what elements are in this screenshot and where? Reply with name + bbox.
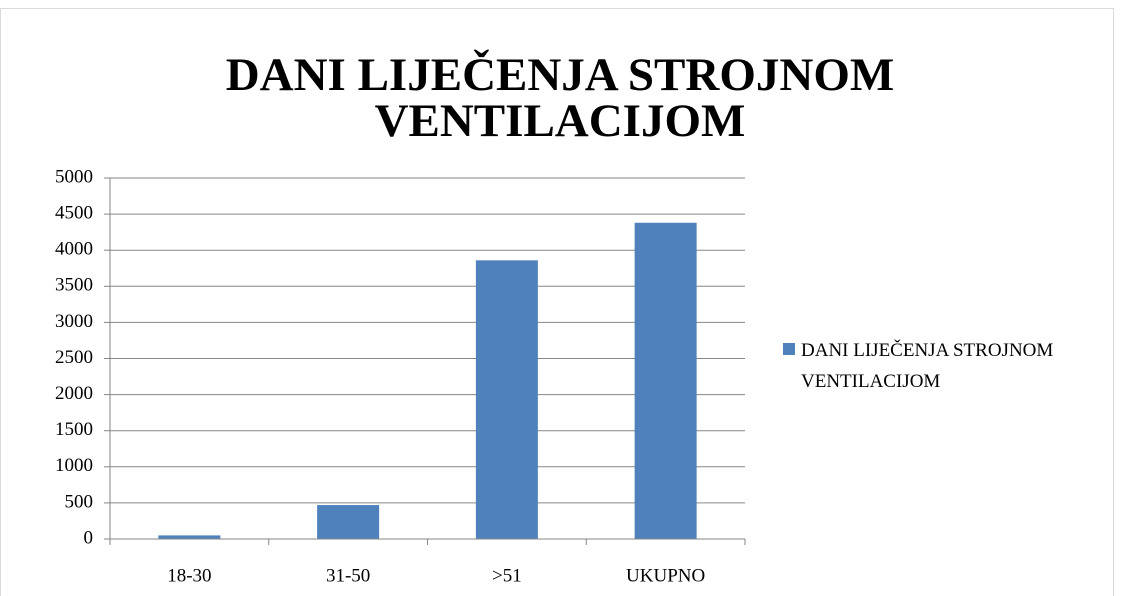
legend-swatch [783, 343, 795, 355]
chart-title: DANI LIJEČENJA STROJNOM VENTILACIJOM [225, 49, 895, 147]
y-tick-label: 2000 [55, 383, 93, 404]
bar [634, 222, 697, 539]
y-tick-label: 3000 [55, 311, 93, 332]
bar [475, 260, 538, 539]
bar [317, 505, 380, 539]
y-tick-label: 5000 [55, 166, 93, 187]
y-tick-label: 1000 [55, 455, 93, 476]
y-tick-label: 3500 [55, 275, 93, 296]
legend-label: DANI LIJEČENJA STROJNOM VENTILACIJOM [801, 340, 1054, 392]
y-tick-label: 0 [84, 527, 94, 548]
bar [158, 535, 221, 539]
chart-border [0, 8, 1114, 596]
y-tick-label: 4000 [55, 239, 93, 260]
x-tick-label: 31-50 [326, 565, 370, 586]
y-tick-label: 2500 [55, 347, 93, 368]
y-tick-label: 4500 [55, 202, 93, 223]
y-tick-label: 1500 [55, 419, 93, 440]
x-tick-label: 18-30 [167, 565, 211, 586]
y-tick-label: 500 [65, 491, 94, 512]
x-tick-label: UKUPNO [626, 565, 705, 586]
x-tick-label: >51 [492, 565, 522, 586]
